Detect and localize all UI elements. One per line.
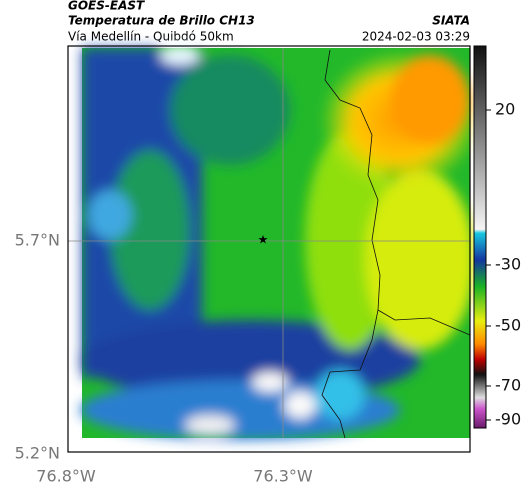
- lat-label: 5.7°N: [15, 231, 60, 250]
- colorbar-label: 20: [495, 100, 515, 119]
- lon-label: 76.3°W: [253, 467, 313, 486]
- colorbar-label: -50: [495, 316, 521, 335]
- colorbar-label: -70: [495, 376, 521, 395]
- lon-label: 76.8°W: [36, 467, 96, 486]
- colorbar-label: -30: [495, 255, 521, 274]
- title: GOES-EAST: [68, 0, 145, 13]
- region: Vía Medellín - Quibdó 50km: [68, 30, 234, 44]
- subtitle: Temperatura de Brillo CH13: [68, 14, 255, 28]
- colorbar: 20 -30 -50 -70 -90: [473, 45, 521, 429]
- datetime: 2024-02-03 03:29: [362, 30, 470, 44]
- svg-text:★: ★: [258, 233, 269, 247]
- colorbar-label: -90: [495, 410, 521, 429]
- source: SIATA: [432, 14, 470, 28]
- satellite-image: ★: [68, 45, 480, 440]
- lat-label: 5.2°N: [15, 444, 60, 463]
- map-frame: [67, 45, 471, 453]
